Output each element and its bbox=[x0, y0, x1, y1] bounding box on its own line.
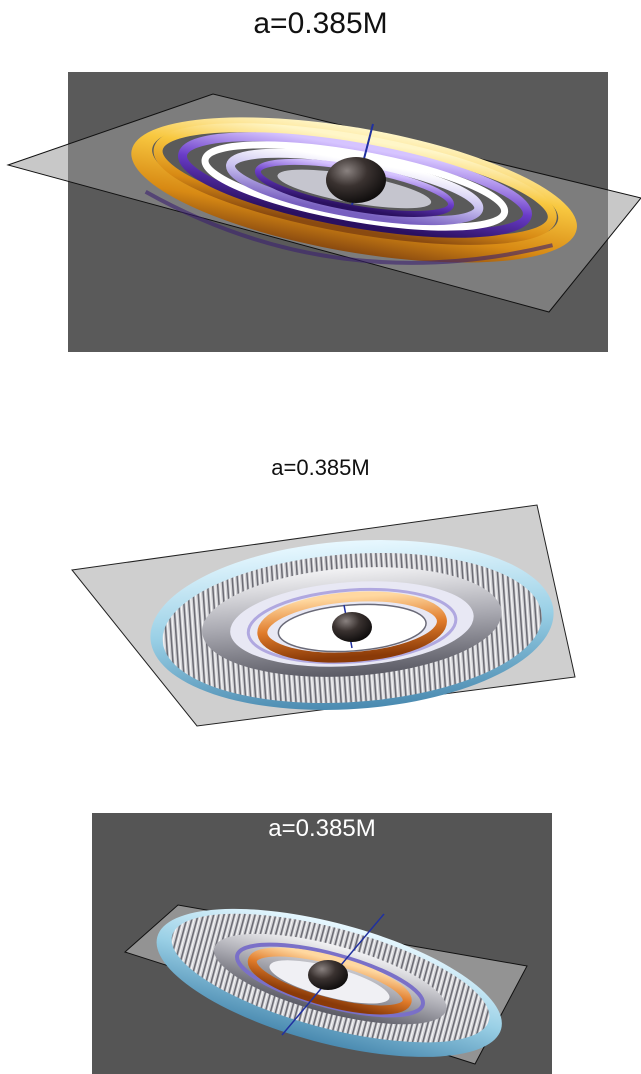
disk-structure bbox=[150, 540, 554, 710]
panel-3-title: a=0.385M bbox=[268, 815, 376, 842]
orange-ring bbox=[247, 947, 412, 1015]
panel-3 bbox=[92, 813, 552, 1074]
panel-1-title: a=0.385M bbox=[253, 7, 388, 40]
panel-2 bbox=[71, 504, 576, 727]
black-hole bbox=[332, 612, 372, 642]
black-hole bbox=[326, 157, 386, 203]
inner-edge bbox=[277, 603, 427, 653]
gold-ring bbox=[153, 123, 557, 245]
panel-1 bbox=[6, 72, 641, 352]
underside-shadow bbox=[144, 190, 554, 265]
panel-2-title: a=0.385M bbox=[271, 455, 370, 480]
black-hole bbox=[308, 960, 348, 990]
purple-ring bbox=[178, 132, 532, 238]
white-ring bbox=[201, 141, 509, 231]
orange-ring bbox=[257, 591, 447, 663]
